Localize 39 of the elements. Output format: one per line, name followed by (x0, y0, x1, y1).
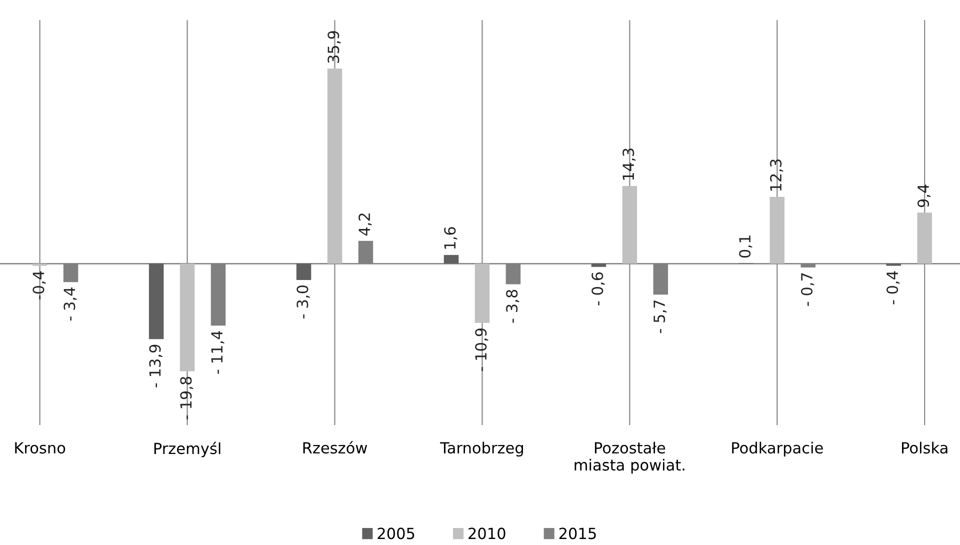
data-label: - 0,7 (800, 273, 814, 306)
bar (591, 264, 606, 267)
bar (770, 196, 785, 264)
bar (444, 254, 459, 264)
data-label: - 13,9 (149, 344, 162, 388)
bar (327, 68, 342, 264)
x-tick-label: Podkarpacie (732, 442, 823, 457)
x-tick-label: Rzeszów (303, 441, 368, 454)
bar (622, 186, 638, 264)
data-label: 12,3 (770, 159, 784, 191)
data-label: - 19,8 (180, 376, 194, 420)
data-label: - 3,4 (64, 288, 77, 321)
bar (180, 264, 195, 372)
x-tick-label: Pozostałe miasta powiat. (574, 442, 684, 474)
data-label: - 5,7 (654, 300, 667, 334)
data-label: -0,4 (32, 271, 46, 300)
bar (474, 264, 490, 323)
data-label: - 0,6 (592, 272, 605, 306)
data-label: - 10,9 (475, 328, 488, 372)
x-tick-label: Krosno (15, 442, 66, 454)
data-label: 14,3 (622, 148, 636, 180)
legend-label: 2015 (559, 528, 596, 540)
data-label: 0,1 (739, 236, 752, 258)
bar (917, 212, 932, 264)
bar (296, 264, 312, 280)
legend-label: 2010 (468, 528, 506, 540)
x-tick-label: Tarnobrzeg (440, 442, 523, 457)
data-label: 1,6 (444, 227, 458, 249)
data-label: - 0,4 (886, 271, 900, 304)
data-label: - 3,0 (296, 286, 310, 318)
bar (148, 264, 164, 340)
data-label: - 11,4 (211, 330, 224, 374)
x-tick-label: Przemyśl (154, 442, 220, 458)
data-label: 9,4 (917, 184, 931, 208)
data-label: 4,2 (358, 214, 372, 236)
legend-label: 2005 (378, 528, 414, 540)
x-tick-label: Polska (902, 442, 948, 454)
data-label: - 3,8 (506, 290, 520, 323)
data-label: 35,9 (328, 31, 341, 63)
